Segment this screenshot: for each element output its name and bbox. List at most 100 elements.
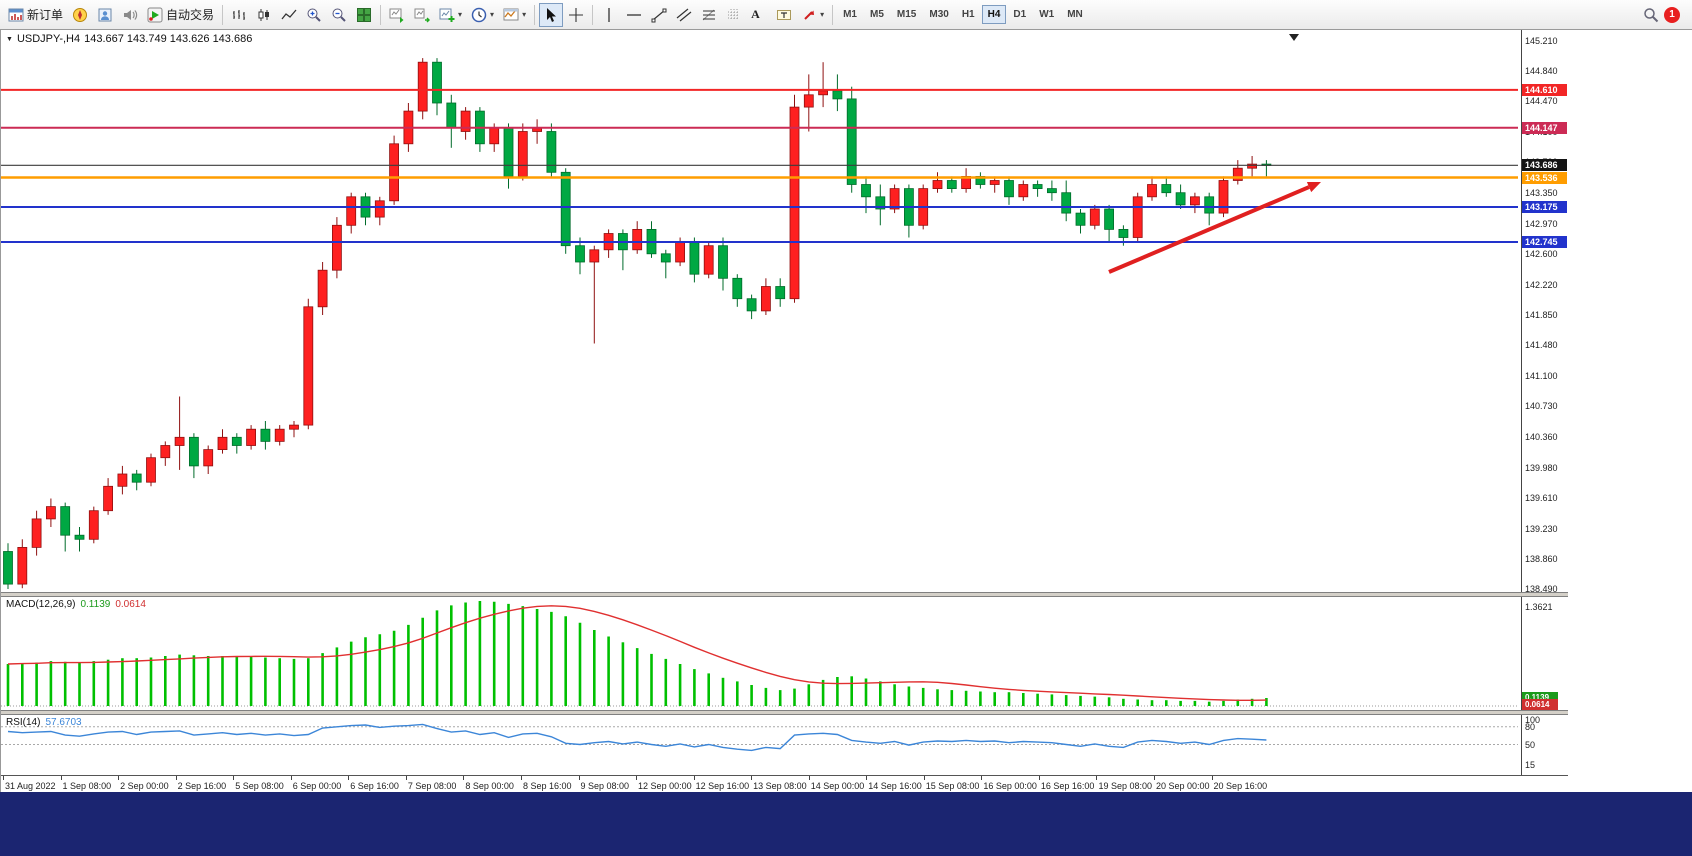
- panel-splitter[interactable]: [1, 592, 1568, 597]
- profile-button[interactable]: [93, 3, 117, 27]
- price-tag[interactable]: 144.147: [1522, 121, 1567, 134]
- text-label-button[interactable]: [772, 3, 796, 27]
- new-order-button[interactable]: 新订单: [4, 3, 67, 27]
- time-axis-label: 31 Aug 2022: [5, 781, 56, 791]
- time-tick: [118, 776, 120, 780]
- price-axis[interactable]: 145.210144.840144.470144.100143.730143.3…: [1521, 30, 1568, 592]
- chart-ohlc-values: 143.667 143.749 143.626 143.686: [84, 33, 253, 45]
- panel-splitter[interactable]: [1, 710, 1568, 715]
- price-axis-label: 144.470: [1525, 96, 1558, 107]
- time-tick: [60, 776, 62, 780]
- tile-windows-button[interactable]: [352, 3, 376, 27]
- main-chart-panel[interactable]: ▼ USDJPY-,H4 143.667 143.749 143.626 143…: [1, 30, 1522, 592]
- toolbar-separator: [534, 4, 536, 25]
- tf-button-h4[interactable]: H4: [981, 5, 1007, 24]
- compass-button[interactable]: [68, 3, 92, 27]
- chart-shift-icon: [414, 8, 431, 22]
- time-axis-label: 8 Sep 16:00: [522, 781, 572, 791]
- time-tick: [405, 776, 407, 780]
- horizontal-line-button[interactable]: [622, 3, 646, 27]
- auto-scroll-button[interactable]: [385, 3, 409, 27]
- macd-panel[interactable]: MACD(12,26,9) 0.1139 0.0614: [1, 597, 1522, 710]
- tf-button-m30[interactable]: M30: [923, 5, 954, 24]
- speaker-icon: [124, 9, 138, 20]
- time-axis-label: 20 Sep 16:00: [1213, 781, 1268, 791]
- price-tag[interactable]: 142.745: [1522, 236, 1567, 248]
- sound-button[interactable]: [118, 3, 142, 27]
- channel-button[interactable]: [672, 3, 696, 27]
- price-axis-label: 138.490: [1525, 584, 1558, 592]
- time-axis-label: 12 Sep 16:00: [695, 781, 750, 791]
- cursor-button[interactable]: [539, 2, 564, 27]
- price-tag[interactable]: 143.686: [1522, 159, 1567, 172]
- notification-badge[interactable]: 1: [1664, 6, 1680, 23]
- time-tick: [290, 776, 292, 780]
- rsi-plot[interactable]: [1, 715, 1518, 775]
- price-axis-label: 141.480: [1525, 340, 1558, 351]
- price-axis-label: 138.860: [1525, 553, 1558, 564]
- time-tick: [1038, 776, 1040, 780]
- price-tag[interactable]: 143.175: [1522, 201, 1567, 213]
- price-tag[interactable]: 143.536: [1522, 171, 1567, 184]
- time-tick: [751, 776, 753, 780]
- dropdown-caret-icon: ▾: [458, 9, 463, 19]
- bars-chart-button[interactable]: [227, 3, 251, 27]
- time-axis-label: 20 Sep 00:00: [1156, 781, 1210, 791]
- compass-icon: [73, 7, 88, 22]
- crosshair-button[interactable]: [564, 3, 588, 27]
- time-axis-label: 5 Sep 08:00: [235, 781, 284, 791]
- zoom-in-icon: [307, 8, 321, 22]
- price-axis-label: 140.360: [1525, 431, 1558, 442]
- time-axis[interactable]: 31 Aug 2022 1 Sep 08:00 2 Sep 00:00 2 Sep 1…: [1, 775, 1568, 792]
- candlestick-plot[interactable]: [1, 30, 1518, 592]
- dropdown-caret-icon: ▾: [522, 9, 527, 19]
- tf-button-h1[interactable]: H1: [956, 5, 981, 24]
- price-tag[interactable]: 144.610: [1522, 83, 1567, 96]
- cursor-icon: [547, 7, 557, 22]
- macd-signal-value: 0.0614: [115, 599, 146, 610]
- toolbar-separator: [832, 4, 834, 25]
- tf-button-m5[interactable]: M5: [864, 5, 890, 24]
- new-chart-button[interactable]: ▾: [435, 3, 466, 27]
- time-tick: [923, 776, 925, 780]
- macd-axis[interactable]: 1.3621 0.1139 0.0614: [1521, 597, 1568, 710]
- rsi-axis[interactable]: 100 80 50 15: [1521, 715, 1568, 775]
- macd-main-value: 0.1139: [80, 599, 111, 610]
- shapes-button[interactable]: [722, 3, 746, 27]
- time-tick: [175, 776, 177, 780]
- search-icon: [1644, 7, 1659, 22]
- tf-button-m15[interactable]: M15: [891, 5, 922, 24]
- time-tick: [693, 776, 695, 780]
- search-button[interactable]: [1639, 3, 1663, 27]
- chart-shift-button[interactable]: [410, 3, 434, 27]
- fibonacci-icon: [702, 9, 716, 20]
- dropdown-caret-icon: ▾: [490, 9, 495, 19]
- arrows-dropdown-button[interactable]: ▾: [797, 3, 828, 27]
- template-icon: [503, 8, 519, 20]
- zoom-out-button[interactable]: [327, 3, 351, 27]
- line-chart-button[interactable]: [277, 3, 301, 27]
- zoom-in-button[interactable]: [302, 3, 326, 27]
- autotrade-button[interactable]: 自动交易: [143, 3, 218, 27]
- time-tick: [463, 776, 465, 780]
- templates-dropdown-button[interactable]: ▾: [499, 3, 530, 27]
- tf-button-w1[interactable]: W1: [1033, 5, 1060, 24]
- shapes-grid-icon: [728, 8, 741, 21]
- tf-button-m1[interactable]: M1: [837, 5, 863, 24]
- time-tick: [233, 776, 235, 780]
- tf-button-mn[interactable]: MN: [1061, 5, 1089, 24]
- time-tick: [981, 776, 983, 780]
- tf-button-d1[interactable]: D1: [1007, 5, 1032, 24]
- fibonacci-button[interactable]: [697, 3, 721, 27]
- text-tool-button[interactable]: A: [747, 3, 771, 27]
- rsi-scale-label: 80: [1525, 721, 1536, 732]
- time-axis-label: 13 Sep 08:00: [753, 781, 807, 791]
- toolbar-separator: [380, 4, 382, 25]
- collapse-icon[interactable]: ▼: [6, 35, 13, 43]
- vertical-line-button[interactable]: [597, 3, 621, 27]
- periods-dropdown-button[interactable]: ▾: [467, 3, 498, 27]
- rsi-panel[interactable]: RSI(14) 57.6703: [1, 715, 1522, 775]
- trendline-button[interactable]: [647, 3, 671, 27]
- macd-plot[interactable]: [1, 597, 1518, 710]
- candlestick-chart-button[interactable]: [252, 3, 276, 27]
